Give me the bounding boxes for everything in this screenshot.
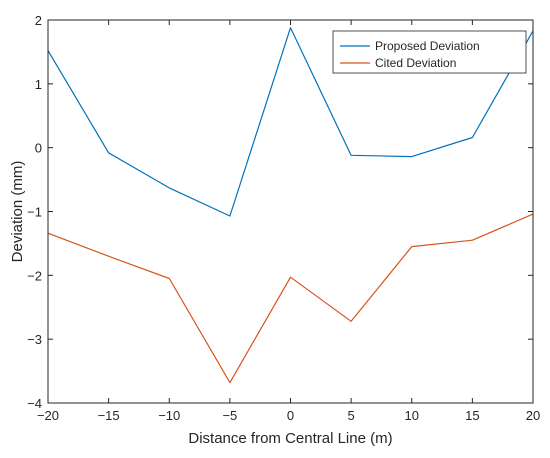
x-axis-label: Distance from Central Line (m)	[188, 430, 392, 447]
x-tick-label: 15	[465, 408, 479, 423]
x-tick-label: 10	[405, 408, 419, 423]
legend-label-cited-deviation: Cited Deviation	[375, 56, 456, 70]
x-tick-label: 5	[348, 408, 355, 423]
x-tick-label: −20	[37, 408, 59, 423]
x-tick-label: −15	[98, 408, 120, 423]
y-tick-label: −2	[27, 268, 42, 283]
x-tick-label: 0	[287, 408, 294, 423]
y-tick-label: 0	[35, 141, 42, 156]
legend-label-proposed-deviation: Proposed Deviation	[375, 39, 480, 53]
series-layer	[47, 27, 534, 384]
y-tick-label: −1	[27, 205, 42, 220]
legend-box	[332, 30, 527, 74]
x-tick-label: 20	[526, 408, 540, 423]
y-tick-label: 1	[35, 77, 42, 92]
y-axis-label: Deviation (mm)	[9, 161, 26, 263]
y-tick-label: −4	[27, 396, 42, 411]
series-line-cited-deviation	[47, 213, 534, 384]
series-line-proposed-deviation	[47, 27, 534, 217]
x-tick-label: −5	[222, 408, 237, 423]
plot-area-frame	[47, 19, 534, 404]
legend: Proposed Deviation Cited Deviation	[332, 30, 527, 74]
y-tick-label: 2	[35, 13, 42, 28]
x-tick-label: −10	[158, 408, 180, 423]
y-tick-label: −3	[27, 332, 42, 347]
